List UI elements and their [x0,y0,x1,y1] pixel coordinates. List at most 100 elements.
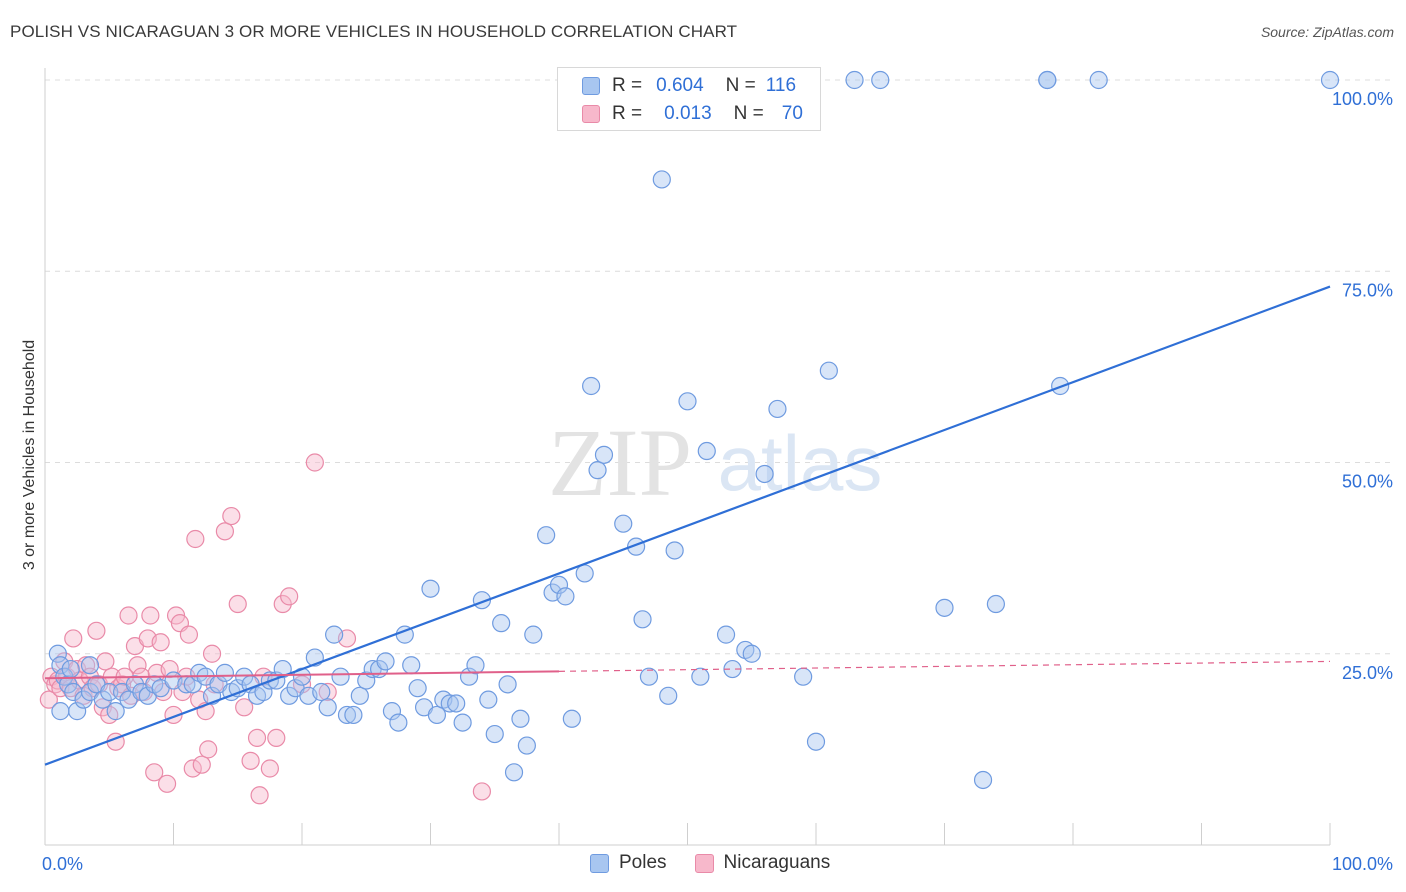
poles-point [427,705,447,725]
poles-point [331,667,350,686]
poles-n-label: N = [725,75,756,96]
tick-labels: 25.0% 50.0% 75.0% 100.0% 0.0% 100.0% [42,89,1393,874]
poles-point [357,671,376,690]
legend-item-poles: Poles [590,852,667,874]
nicaraguans-r-value: 0.013 [664,103,712,124]
poles-point [575,564,594,583]
nicaraguans-swatch [582,105,600,123]
poles-point [466,656,485,675]
poles-point [659,686,678,705]
y-tick-label-2: 75.0% [1342,280,1393,300]
poles-point [389,713,408,732]
poles-point [755,464,774,484]
poles-point [312,682,331,702]
poles-point [447,694,466,713]
poles-point [421,579,440,598]
nicaraguans-n-label: N = [733,103,764,124]
poles-point [100,682,119,702]
poles-point [402,656,421,675]
poles-point [492,614,511,633]
poles-point [325,625,344,644]
correlation-legend: R = 0.604 N = 116 R = 0.013 N = 70 [557,67,821,131]
nicaraguans-trend-line-dashed [558,660,1331,672]
poles-swatch [582,77,600,95]
poles-trend-line [44,285,1331,766]
nicaraguans-point [267,728,286,748]
poles-point [614,514,633,533]
nicaraguans-point [250,786,269,805]
nicaraguans-point [318,682,337,702]
poles-point [517,736,536,755]
nicaraguans-n-value: 70 [781,103,803,124]
nicaraguans-legend-swatch [694,853,714,873]
poles-point [549,575,569,595]
chart-title: POLISH VS NICARAGUAN 3 OR MORE VEHICLES … [10,22,738,41]
poles-point [716,625,736,644]
nicaraguans-point [280,587,299,606]
poles-point [479,690,498,709]
nicaraguans-point [87,621,106,640]
nicaraguans-point [183,759,202,778]
poles-point [408,679,427,698]
legend-row-nicaraguans: R = 0.013 N = 70 [582,100,803,128]
nicaraguans-point [260,759,279,778]
y-tick-label-3: 100.0% [1332,89,1393,109]
nicaraguans-point [247,728,267,748]
poles-point [845,70,864,90]
poles-n-value: 116 [765,75,797,96]
poles-point [986,594,1006,614]
poles-r-label: R = [612,75,643,96]
poles-point [453,713,472,732]
poles-point [639,667,659,686]
poles-point [665,541,684,560]
poles-legend-swatch [590,853,609,873]
poles-point [318,698,337,717]
poles-point [1089,70,1108,90]
poles-point [794,667,813,686]
poles-point [537,526,556,545]
poles-point [588,461,607,480]
x-tick-label-0: 0.0% [42,854,83,874]
legend-row-poles: R = 0.604 N = 116 [582,72,796,100]
poles-point [691,667,710,686]
poles-point [376,652,395,671]
nicaraguans-point [39,690,58,709]
poles-point [697,441,716,461]
poles-point [51,656,70,675]
nicaraguans-legend-label: Nicaraguans [723,852,831,873]
y-tick-label-1: 50.0% [1342,472,1393,492]
poles-points [48,70,1340,790]
poles-point [633,610,652,629]
trend-lines [44,285,1331,766]
poles-point [498,675,517,694]
nicaraguans-point [305,453,324,472]
nicaraguans-point [141,606,160,625]
poles-point [61,659,80,679]
poles-point [273,659,292,679]
legend-item-nicaraguans: Nicaraguans [694,852,831,874]
source-label: Source: ZipAtlas.com [1260,24,1394,40]
poles-point [935,598,954,617]
nicaraguans-point [157,774,177,793]
poles-point [350,686,369,705]
nicaraguans-point [215,522,234,541]
poles-point [344,705,363,725]
poles-point [504,763,524,782]
y-tick-label-0: 25.0% [1342,663,1393,683]
poles-point [485,724,504,744]
axes [44,68,1331,846]
nicaraguans-point [241,751,260,770]
poles-point [594,445,614,464]
nicaraguans-trend-line-solid [44,670,560,680]
poles-point [973,770,993,790]
poles-point [806,732,826,751]
nicaraguans-point [77,656,96,675]
nicaraguans-point [222,506,241,526]
poles-point [511,709,530,728]
poles-legend-label: Poles [619,852,667,873]
nicaraguans-point [179,625,199,644]
poles-point [48,644,67,663]
poles-point [106,702,125,721]
poles-point [524,625,543,644]
poles-point [215,663,234,682]
